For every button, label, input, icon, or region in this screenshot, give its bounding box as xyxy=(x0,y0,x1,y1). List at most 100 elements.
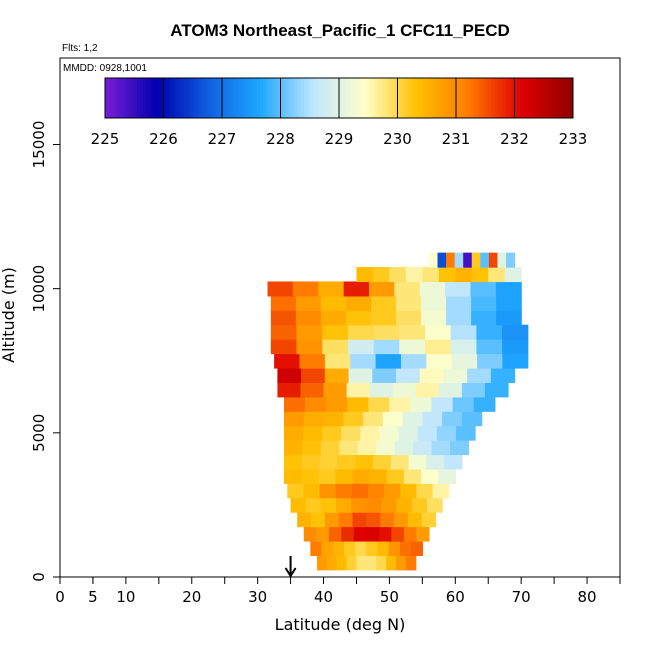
heatmap-cell xyxy=(376,440,396,456)
heatmap-cell xyxy=(270,310,297,326)
heatmap-cell xyxy=(461,382,486,398)
x-tick-label: 80 xyxy=(578,588,597,606)
heatmap-cell xyxy=(392,382,417,398)
heatmap-cell xyxy=(284,454,303,470)
heatmap-cell xyxy=(324,512,340,528)
heatmap-cell xyxy=(488,267,506,283)
heatmap-cell xyxy=(402,411,423,427)
colorbar-segment xyxy=(377,78,381,118)
heatmap-cell xyxy=(347,396,369,412)
heatmap-cell xyxy=(495,281,522,297)
colorbar-segment xyxy=(429,78,434,118)
heatmap-cell xyxy=(426,454,445,470)
colorbar-segment xyxy=(450,78,454,118)
colorbar-segment xyxy=(286,78,290,118)
colorbar-segment xyxy=(178,78,182,118)
heatmap-cell xyxy=(454,252,464,268)
colorbar-segment xyxy=(327,78,331,118)
colorbar-segment xyxy=(257,78,261,118)
colorbar-segment xyxy=(303,78,308,118)
heatmap-cell xyxy=(337,454,356,470)
colorbar-segment xyxy=(353,78,358,118)
colorbar-segment xyxy=(245,78,249,118)
heatmap-cell xyxy=(388,540,401,556)
heatmap-cell xyxy=(310,540,323,556)
colorbar-segment xyxy=(461,78,466,118)
colorbar-segment xyxy=(385,78,390,118)
heatmap-cell xyxy=(336,555,348,571)
heatmap-cell xyxy=(451,353,478,369)
colorbar-segment xyxy=(213,78,217,118)
colorbar-segment xyxy=(128,78,132,118)
colorbar-segment xyxy=(537,78,542,118)
dates-label: MMDD: 0928,1001 xyxy=(63,63,147,74)
colorbar-segment xyxy=(491,78,495,118)
heatmap-cell xyxy=(368,281,395,297)
heatmap-cell xyxy=(446,310,472,326)
colorbar-segment xyxy=(216,78,220,118)
heatmap-cell xyxy=(396,367,421,383)
heatmap-cell xyxy=(424,324,452,340)
colorbar-segment xyxy=(172,78,176,118)
heatmap-cell xyxy=(355,454,374,470)
heatmap-cell xyxy=(346,555,358,571)
heatmap-cell xyxy=(295,295,322,311)
heatmap-cell xyxy=(351,497,367,513)
heatmap-cell xyxy=(368,396,391,412)
heatmap-cell xyxy=(316,526,330,542)
heatmap-cell xyxy=(496,295,522,311)
heatmap-cell xyxy=(284,396,306,412)
colorbar-segment xyxy=(309,78,314,118)
flights-label: Flts: 1,2 xyxy=(62,43,98,54)
colorbar-segment xyxy=(315,78,320,118)
colorbar-segment xyxy=(292,78,296,118)
heatmap-cell xyxy=(363,411,384,427)
colorbar-segment xyxy=(529,78,533,118)
colorbar-segment xyxy=(508,78,513,118)
heatmap-cell xyxy=(366,526,380,542)
heatmap-cell xyxy=(426,353,453,369)
colorbar-segment xyxy=(397,78,401,118)
colorbar-segment xyxy=(105,78,109,118)
colorbar-segment xyxy=(160,78,164,118)
x-tick-label: 30 xyxy=(248,588,267,606)
heatmap-cell xyxy=(476,339,503,355)
heatmap-cell xyxy=(305,396,327,412)
x-tick-label: 50 xyxy=(380,588,399,606)
heatmap-cell xyxy=(347,324,375,340)
heatmap-cell xyxy=(296,339,323,355)
colorbar-segment xyxy=(409,78,413,118)
heatmap-cell xyxy=(386,555,397,571)
colorbar-segment xyxy=(242,78,246,118)
marker-arrow-head xyxy=(284,567,297,578)
colorbar-segment xyxy=(511,78,515,118)
heatmap-cell xyxy=(369,382,394,398)
heatmap-cell xyxy=(347,339,375,355)
heatmap-cell xyxy=(284,440,304,456)
colorbar-segment xyxy=(362,78,366,118)
heatmap-cell xyxy=(343,411,364,427)
heatmap-cell xyxy=(346,382,371,398)
colorbar-segment xyxy=(230,78,235,118)
colorbar-segment xyxy=(534,78,539,118)
colorbar-segment xyxy=(248,78,252,118)
heatmap-cell xyxy=(443,367,468,383)
colorbar-segment xyxy=(458,78,463,118)
colorbar-segment xyxy=(157,78,162,118)
colorbar-segment xyxy=(169,78,173,118)
x-tick-label: 70 xyxy=(512,588,531,606)
colorbar-segment xyxy=(403,78,407,118)
colorbar-segment xyxy=(306,78,311,118)
colorbar-segment xyxy=(262,78,267,118)
colorbar-tick-label: 229 xyxy=(325,130,354,148)
heatmap-cell xyxy=(403,468,422,484)
heatmap-cell xyxy=(415,382,440,398)
heatmap-cell xyxy=(318,281,345,297)
heatmap-cell xyxy=(348,367,373,383)
heatmap-cell xyxy=(400,353,427,369)
heatmap-cell xyxy=(410,396,433,412)
x-tick-label: 20 xyxy=(182,588,201,606)
heatmap-cell xyxy=(405,267,423,283)
